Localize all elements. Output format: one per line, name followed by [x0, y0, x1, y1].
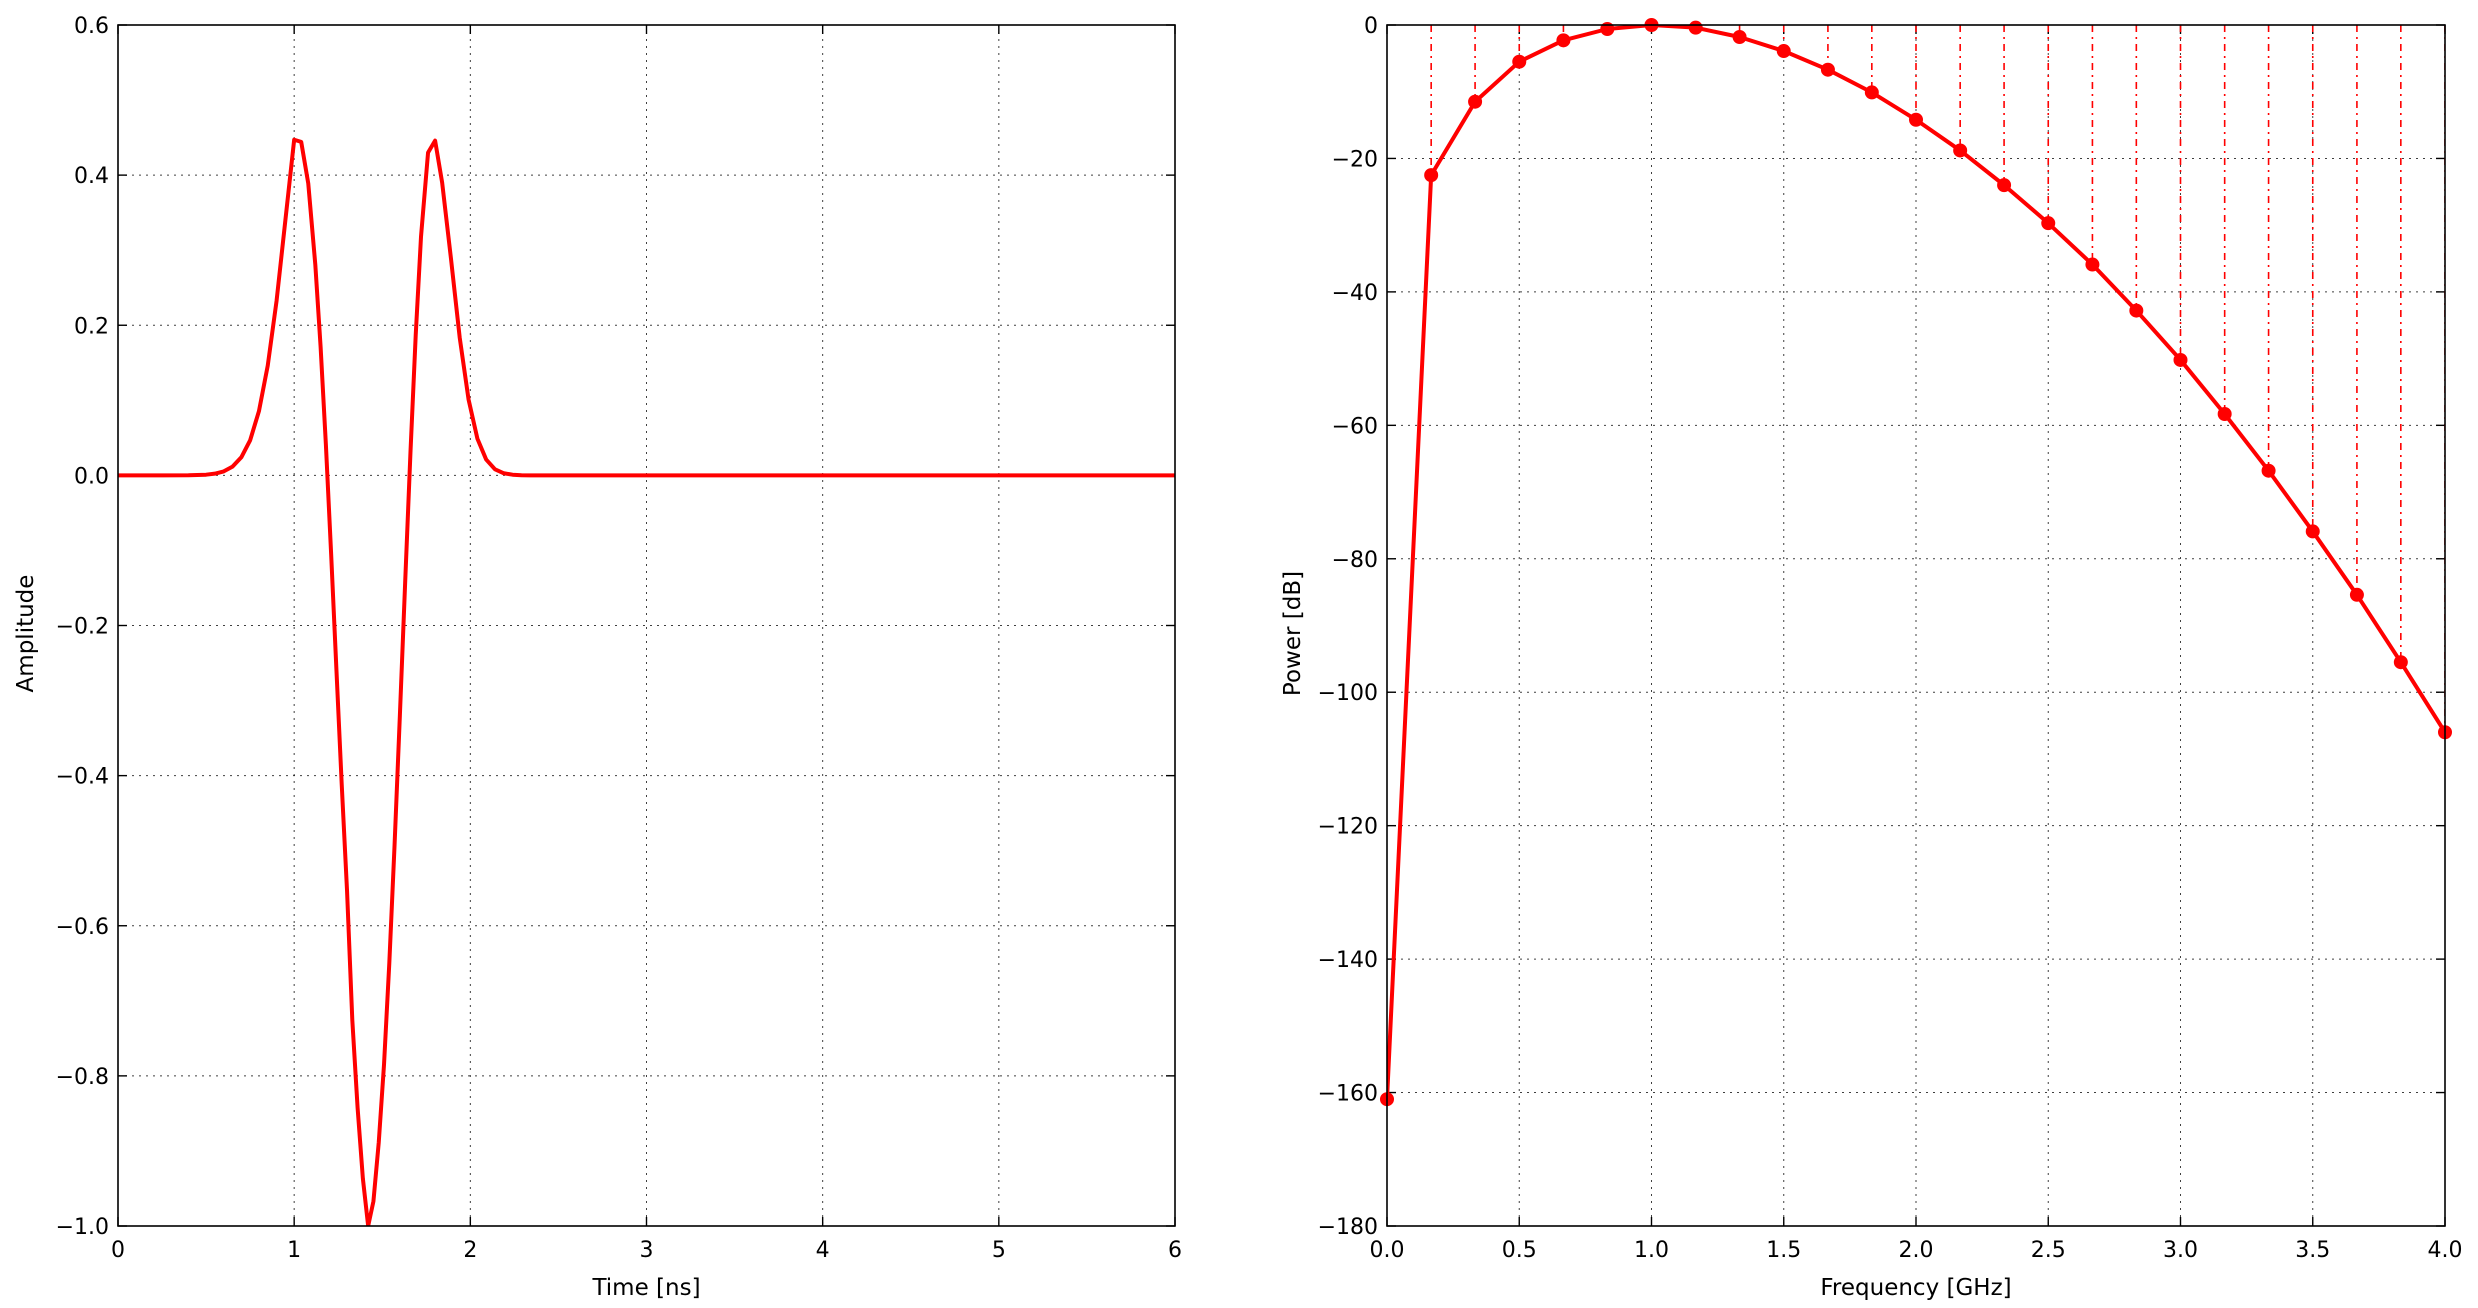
time-series-line — [118, 137, 1175, 1226]
freq-data-point — [1820, 62, 1835, 77]
time-x-tick-label: 5 — [992, 1238, 1006, 1263]
time-y-tick-label: −1.0 — [56, 1215, 109, 1240]
freq-ticks — [1386, 24, 2446, 1227]
freq-y-tick-label: −80 — [1332, 548, 1378, 573]
freq-tick-labels: 0.0 0.5 1.0 1.5 2.0 2.5 3.0 3.5 4.0 −180 −160 −140 −… — [1318, 14, 2463, 1263]
freq-x-tick-label: 1.5 — [1766, 1238, 1801, 1263]
freq-data-point — [2349, 587, 2364, 602]
freq-y-tick-label: −160 — [1318, 1082, 1378, 1107]
freq-y-axis-label: Power [dB] — [1280, 571, 1306, 696]
freq-y-tick-label: 0 — [1364, 14, 1378, 39]
time-domain-panel: 0 1 2 3 4 5 6 −1.0 −0.8 −0.6 −0.4 −0.2 0.0 0.2 0.4 0.6 T… — [13, 14, 1182, 1301]
freq-x-tick-label: 1.0 — [1634, 1238, 1669, 1263]
freq-data-point — [1424, 168, 1439, 183]
time-tick-labels: 0 1 2 3 4 5 6 −1.0 −0.8 −0.6 −0.4 −0.2 0.0 0.2 0.4 0.6 — [56, 14, 1182, 1263]
freq-data-point — [1556, 33, 1571, 48]
freq-x-tick-label: 2.5 — [2031, 1238, 2066, 1263]
freq-x-tick-label: 3.0 — [2163, 1238, 2198, 1263]
freq-data-point — [1468, 94, 1483, 109]
time-y-tick-label: −0.2 — [56, 615, 109, 640]
freq-y-tick-label: −140 — [1318, 948, 1378, 973]
freq-x-axis-label: Frequency [GHz] — [1820, 1275, 2011, 1301]
time-ticks — [117, 24, 1176, 1227]
time-y-tick-label: 0.4 — [74, 164, 109, 189]
freq-data-point — [1864, 85, 1879, 100]
freq-x-tick-label: 4.0 — [2428, 1238, 2463, 1263]
freq-data-point — [1732, 30, 1747, 45]
freq-y-tick-label: −120 — [1318, 815, 1378, 840]
time-x-axis-label: Time [ns] — [591, 1275, 700, 1301]
freq-data-point — [1953, 143, 1968, 158]
time-x-tick-label: 2 — [463, 1238, 477, 1263]
freq-data-point — [1688, 20, 1703, 35]
time-data — [118, 137, 1175, 1226]
freq-x-tick-label: 3.5 — [2295, 1238, 2330, 1263]
time-x-tick-label: 0 — [111, 1238, 125, 1263]
freq-data-point — [2085, 257, 2100, 272]
freq-data-point — [2129, 303, 2144, 318]
freq-data-point — [2393, 655, 2408, 670]
time-y-tick-label: −0.8 — [56, 1065, 109, 1090]
freq-data-point — [2217, 406, 2232, 421]
freq-x-tick-label: 0.0 — [1370, 1238, 1405, 1263]
freq-x-tick-label: 0.5 — [1502, 1238, 1537, 1263]
frequency-domain-panel: 0.0 0.5 1.0 1.5 2.0 2.5 3.0 3.5 4.0 −180 −160 −140 −… — [1280, 14, 2463, 1301]
time-y-tick-label: 0.0 — [74, 464, 109, 489]
freq-y-tick-label: −180 — [1318, 1215, 1378, 1240]
time-x-tick-label: 3 — [640, 1238, 654, 1263]
freq-y-tick-label: −60 — [1332, 414, 1378, 439]
time-y-tick-label: −0.6 — [56, 915, 109, 940]
freq-data-point — [2261, 463, 2276, 478]
freq-y-tick-label: −100 — [1318, 681, 1378, 706]
freq-data-point — [1512, 54, 1527, 69]
freq-y-tick-label: −40 — [1332, 281, 1378, 306]
freq-data-point — [1997, 178, 2012, 193]
freq-data-point — [1909, 112, 1923, 127]
freq-data-point — [2305, 524, 2320, 539]
time-axes-frame — [117, 24, 1176, 1227]
freq-data-point — [2173, 352, 2188, 367]
time-y-tick-label: −0.4 — [56, 765, 109, 790]
freq-y-tick-label: −20 — [1332, 147, 1378, 172]
time-y-tick-label: 0.6 — [74, 14, 109, 39]
time-x-tick-label: 4 — [816, 1238, 830, 1263]
time-y-tick-label: 0.2 — [74, 314, 109, 339]
time-x-tick-label: 6 — [1168, 1238, 1182, 1263]
freq-axes-frame — [1386, 24, 2446, 1227]
freq-gridlines — [1387, 25, 2445, 1226]
freq-data-point — [2041, 216, 2056, 231]
freq-data-point — [1776, 44, 1791, 59]
time-gridlines — [118, 25, 1175, 1226]
time-y-axis-label: Amplitude — [13, 575, 39, 693]
freq-x-tick-label: 2.0 — [1899, 1238, 1934, 1263]
time-x-tick-label: 1 — [287, 1238, 301, 1263]
